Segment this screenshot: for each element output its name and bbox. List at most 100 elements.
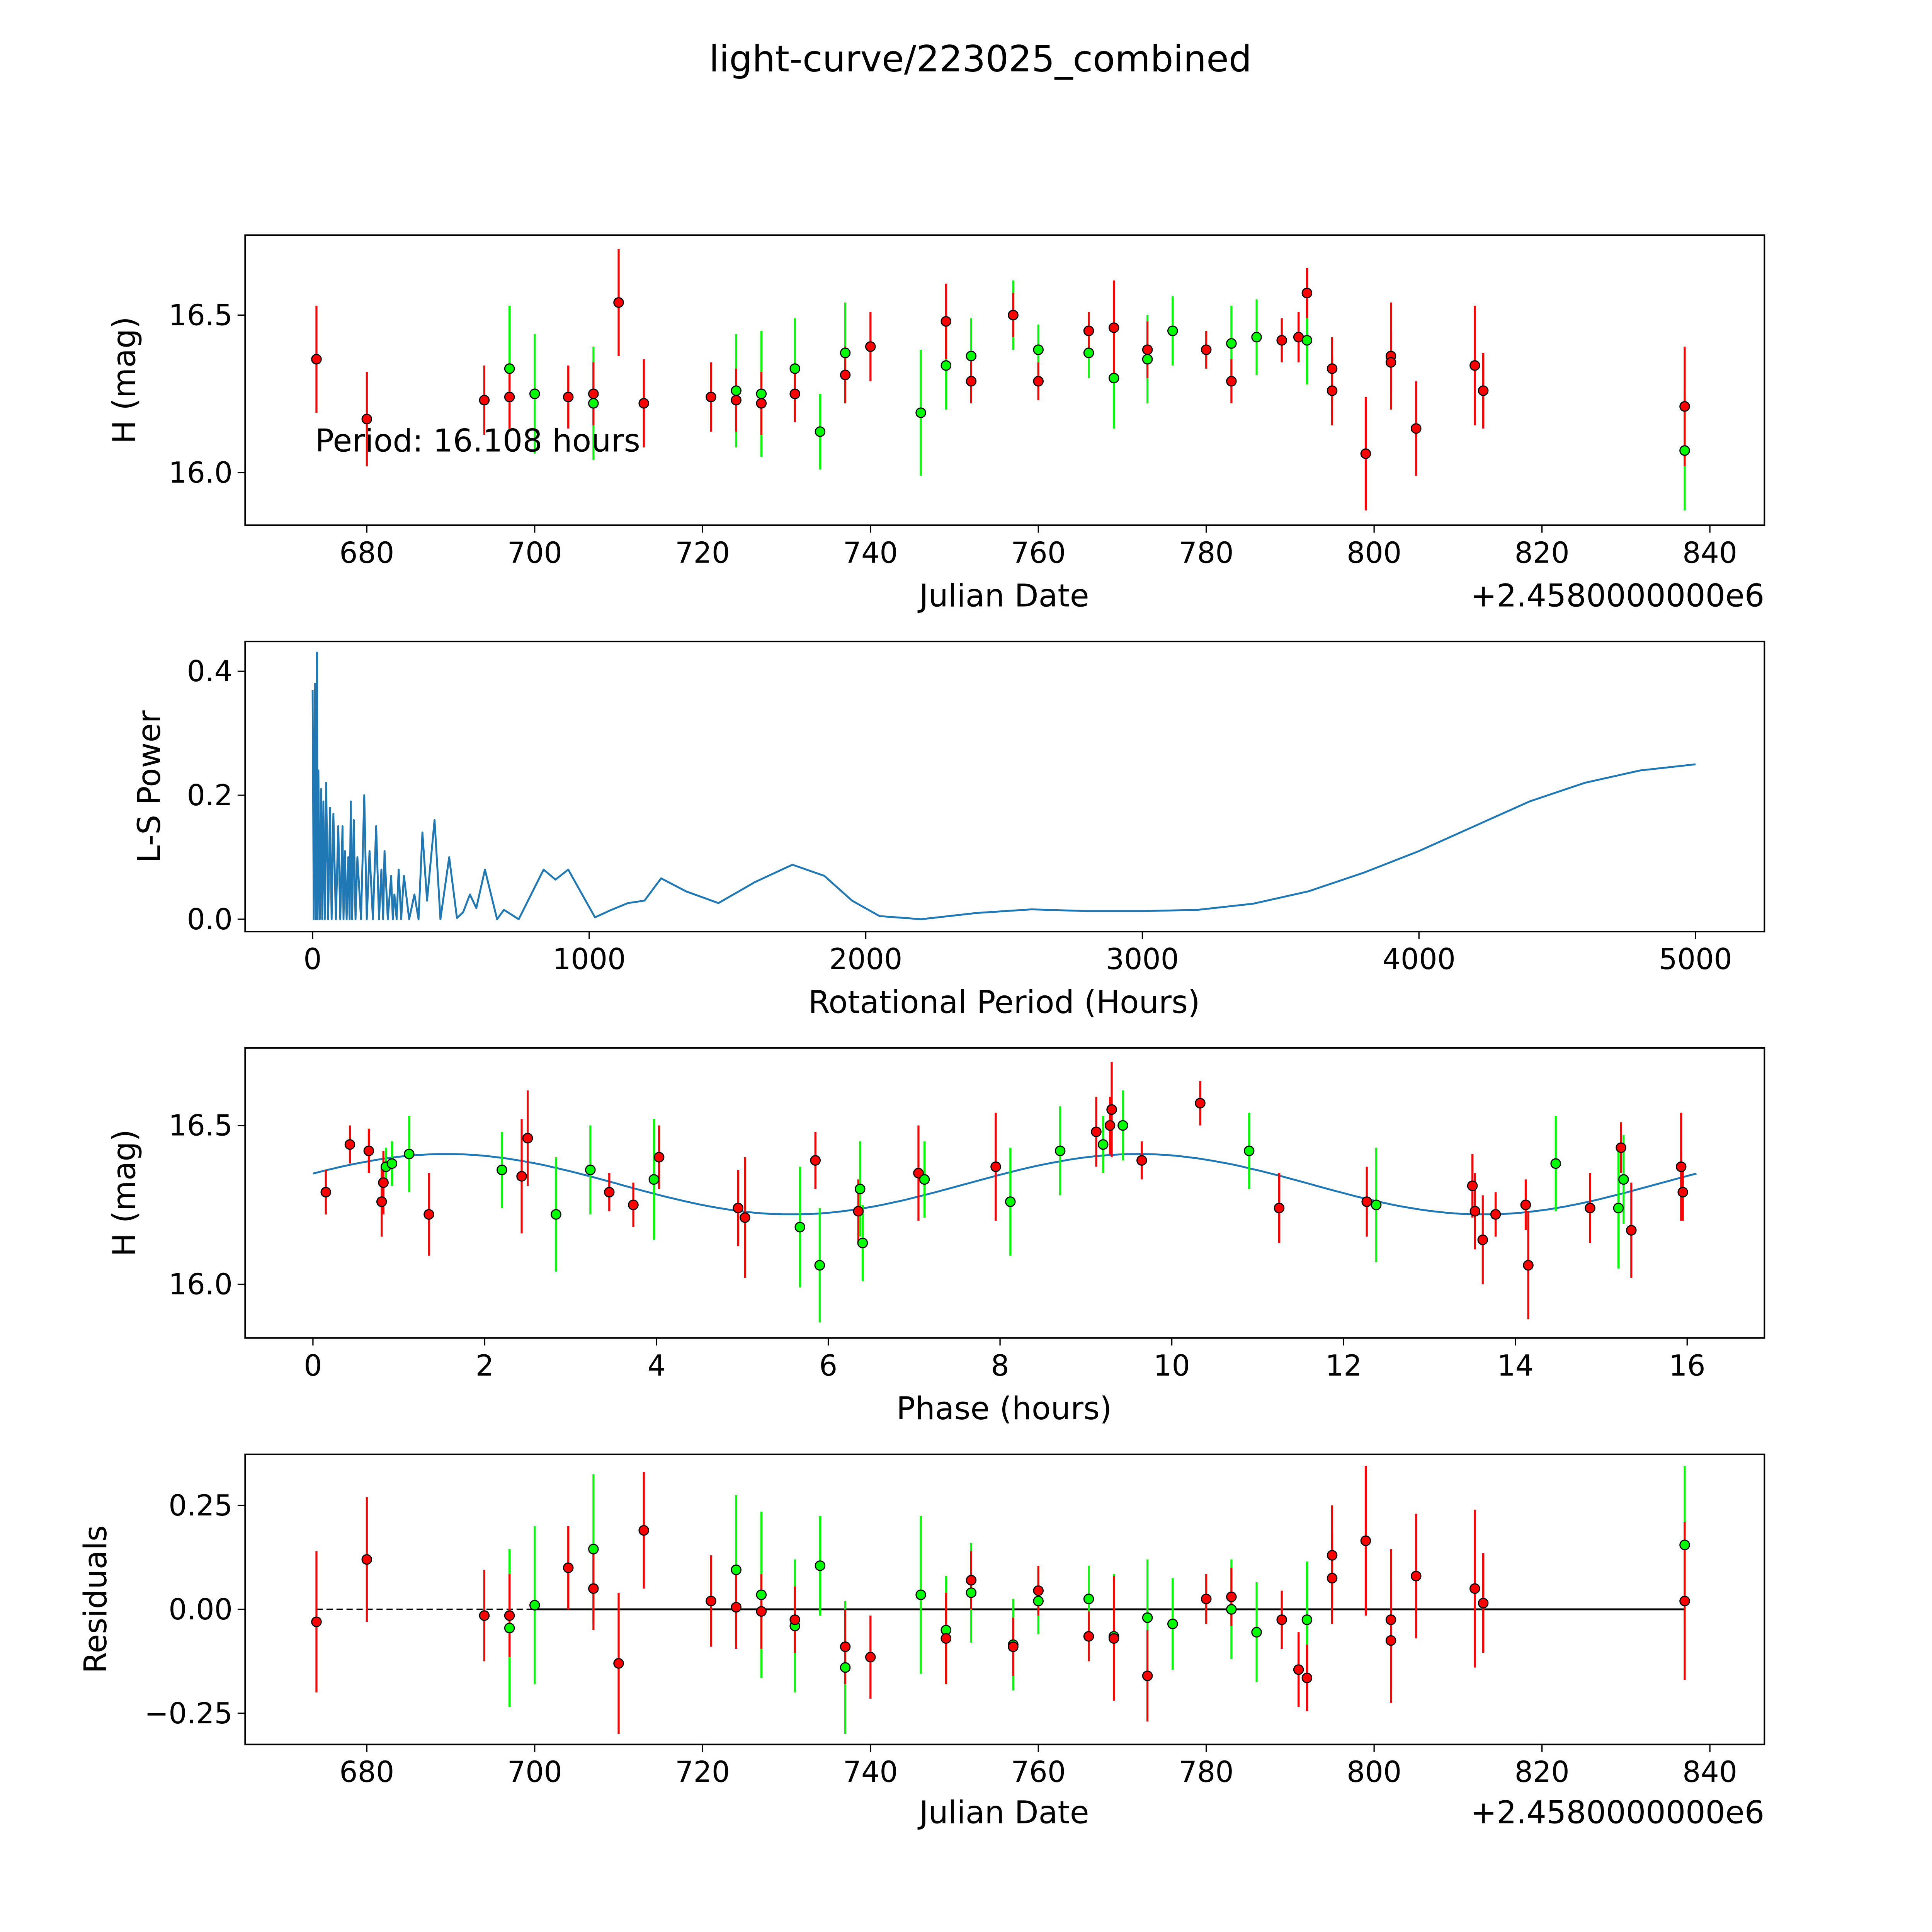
- data-point: [522, 1133, 533, 1144]
- data-point: [1136, 1155, 1147, 1166]
- data-point: [479, 395, 490, 406]
- data-point: [731, 385, 742, 396]
- data-point: [940, 1633, 952, 1644]
- period-annotation: Period: 16.108 hours: [315, 423, 640, 459]
- data-point: [648, 1174, 660, 1185]
- data-point: [966, 376, 977, 387]
- data-point: [638, 398, 649, 409]
- data-point: [504, 363, 515, 374]
- data-point: [1142, 344, 1153, 355]
- data-point: [794, 1222, 805, 1233]
- data-point: [815, 426, 826, 437]
- data-point: [966, 350, 977, 362]
- data-point: [1327, 385, 1338, 396]
- x-tick-label: 4: [647, 1349, 665, 1383]
- data-point: [853, 1206, 864, 1217]
- x-tick-label: 840: [1682, 536, 1737, 570]
- data-point: [1469, 360, 1480, 371]
- data-point: [966, 1587, 977, 1598]
- data-point: [1385, 1614, 1396, 1625]
- data-point: [733, 1202, 743, 1214]
- data-point: [613, 1658, 624, 1669]
- light-curve-panel: 680 700 720 740 760 780 800 820 840 16.0 16.5 Peri…: [107, 234, 1765, 614]
- data-point: [604, 1187, 615, 1198]
- data-point: [344, 1139, 355, 1150]
- y-tick-label: 0.00: [168, 1593, 233, 1626]
- x-tick-label: 740: [843, 1755, 898, 1789]
- y-axis-label: L-S Power: [131, 710, 168, 863]
- data-point: [1108, 1633, 1119, 1644]
- data-point: [1327, 363, 1338, 374]
- data-point: [1083, 325, 1094, 336]
- data-point: [840, 347, 851, 359]
- data-point: [1360, 1535, 1371, 1546]
- data-point: [919, 1174, 930, 1185]
- x-tick-label: 12: [1325, 1349, 1362, 1383]
- x-offset-label: +2.4580000000e6: [1470, 1794, 1764, 1831]
- y-axis-label: Residuals: [78, 1525, 114, 1673]
- data-point: [840, 369, 851, 381]
- data-point: [1371, 1199, 1382, 1210]
- data-point: [1033, 1595, 1044, 1607]
- data-point: [361, 413, 372, 425]
- data-point: [1469, 1206, 1481, 1217]
- data-point: [1411, 423, 1422, 434]
- x-tick-label: 780: [1179, 1755, 1234, 1789]
- x-tick-label: 6: [819, 1349, 837, 1383]
- periodogram-line: [311, 651, 1696, 920]
- data-point: [1091, 1126, 1102, 1137]
- data-point: [915, 1589, 926, 1600]
- x-tick-label: 760: [1011, 536, 1066, 570]
- data-point: [386, 1158, 398, 1169]
- data-point: [311, 354, 322, 365]
- data-point: [1327, 1573, 1338, 1584]
- data-point: [865, 341, 876, 352]
- x-tick-label: 3000: [1106, 942, 1179, 976]
- x-axis-label: Rotational Period (Hours): [808, 984, 1200, 1020]
- x-tick-label: 760: [1011, 1755, 1066, 1789]
- phase-panel: 0 2 4 6 8 10 12 14 16 16.0 16.5 Phase (hours) H (m…: [107, 1047, 1765, 1427]
- x-tick-label: 800: [1347, 1755, 1401, 1789]
- data-point: [504, 1610, 515, 1621]
- data-point: [1301, 287, 1313, 299]
- data-point: [1675, 1161, 1687, 1172]
- data-point: [497, 1165, 507, 1175]
- data-point: [378, 1177, 389, 1188]
- data-point: [1142, 1612, 1153, 1623]
- data-point: [1618, 1174, 1629, 1185]
- data-point: [1327, 1550, 1338, 1561]
- data-point: [1005, 1196, 1016, 1207]
- data-point: [1104, 1120, 1116, 1131]
- data-point: [913, 1168, 924, 1179]
- data-point: [563, 391, 574, 403]
- x-tick-label: 700: [507, 1755, 562, 1789]
- data-point: [1251, 332, 1262, 343]
- data-point: [990, 1161, 1001, 1172]
- data-point: [1523, 1260, 1534, 1271]
- data-point: [815, 1560, 826, 1571]
- x-tick-label: 0: [303, 942, 321, 976]
- data-point: [1467, 1180, 1478, 1191]
- data-point: [588, 1583, 599, 1594]
- x-axis-label: Julian Date: [917, 578, 1089, 614]
- data-point: [1679, 445, 1690, 456]
- data-point: [320, 1187, 331, 1198]
- data-point: [479, 1610, 490, 1621]
- data-point: [1108, 372, 1119, 384]
- x-tick-label: 820: [1515, 1755, 1570, 1789]
- data-point: [706, 1595, 716, 1607]
- data-point: [1108, 322, 1119, 333]
- data-point: [1033, 1585, 1044, 1596]
- x-tick-label: 14: [1497, 1349, 1534, 1383]
- x-tick-label: 720: [675, 1755, 730, 1789]
- y-tick-label: 0.2: [187, 779, 233, 812]
- data-point: [810, 1155, 821, 1166]
- data-point: [1360, 448, 1371, 459]
- data-point: [588, 1544, 599, 1554]
- data-point: [1385, 1635, 1396, 1646]
- data-point: [516, 1171, 527, 1182]
- data-point: [1201, 1594, 1212, 1604]
- data-point: [529, 1600, 540, 1611]
- x-tick-label: 700: [507, 536, 562, 570]
